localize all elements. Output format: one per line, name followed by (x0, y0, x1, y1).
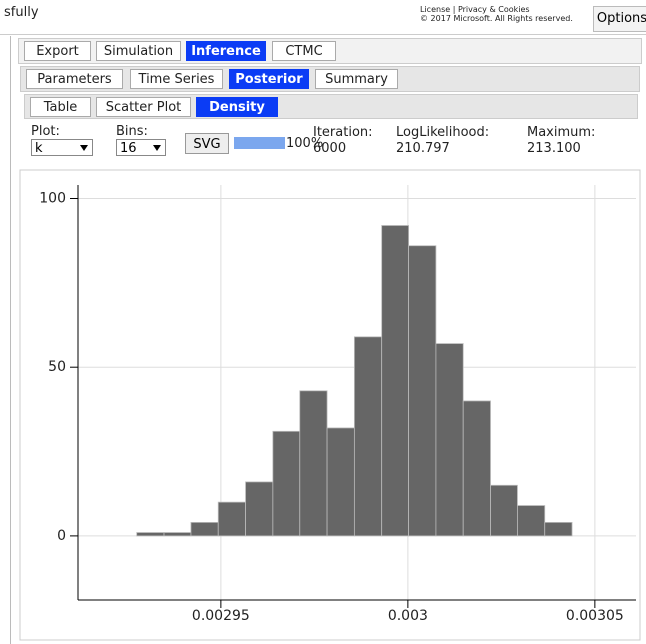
bar (490, 484, 518, 537)
x-tick-label: 0.00295 (192, 608, 250, 624)
y-tick-label: 100 (39, 190, 66, 206)
chart: 0 50 100 0.00295 0.003 0.00305 (19, 169, 641, 641)
tab[interactable]: Scatter Plot (96, 97, 191, 117)
dropdown-arrow (153, 145, 161, 151)
x-tick-label: 0.003 (388, 608, 428, 624)
tab[interactable]: Export (24, 41, 91, 61)
bar (299, 390, 328, 537)
bar (136, 532, 165, 537)
divider (0, 34, 646, 35)
bar (163, 532, 192, 537)
bar (381, 225, 410, 537)
max-value: 213.100 (527, 141, 581, 156)
plot-label: Plot: (31, 124, 60, 139)
y-tick-label: 0 (57, 528, 66, 544)
options-button[interactable]: Options (593, 6, 646, 32)
dropdown-arrow (80, 145, 88, 151)
x-tick-label: 0.00305 (566, 608, 624, 624)
tab-active[interactable]: Density (196, 97, 278, 117)
svg-button[interactable]: SVG (185, 133, 229, 154)
plot-select[interactable]: k (31, 139, 93, 156)
iteration-value: 6000 (313, 141, 347, 156)
tab[interactable]: Summary (315, 69, 398, 89)
select-value: k (35, 141, 43, 156)
bar (326, 427, 355, 537)
tab[interactable]: Table (30, 97, 91, 117)
bar (217, 501, 246, 537)
bins-select[interactable]: 16 (116, 139, 166, 156)
bins-label: Bins: (116, 124, 148, 139)
tab[interactable]: Parameters (26, 69, 123, 89)
status-text: sfully (4, 5, 39, 20)
loglik-label: LogLikelihood: (396, 125, 490, 140)
bar (245, 481, 274, 537)
bar (544, 521, 573, 537)
tab[interactable]: Simulation (96, 41, 181, 61)
select-value: 16 (120, 141, 137, 156)
bar (435, 343, 464, 537)
max-label: Maximum: (527, 125, 596, 140)
tab[interactable]: CTMC (272, 41, 336, 61)
y-tick-label: 50 (48, 359, 66, 375)
copyright: © 2017 Microsoft. All Rights reserved. (420, 14, 573, 23)
bar (190, 521, 219, 537)
iteration-label: Iteration: (313, 125, 373, 140)
tab-active[interactable]: Inference (186, 41, 266, 61)
chart-frame (19, 169, 641, 641)
progress-bar (234, 137, 285, 149)
loglik-value: 210.797 (396, 141, 450, 156)
tab[interactable]: Time Series (130, 69, 223, 89)
left-border (10, 36, 11, 644)
bar (408, 245, 437, 537)
bar (272, 430, 301, 537)
license-link[interactable]: License | Privacy & Cookies (420, 5, 530, 14)
bar (353, 336, 383, 537)
bar (462, 400, 491, 537)
bar (517, 505, 546, 537)
tab-active[interactable]: Posterior (229, 69, 309, 89)
progress-text: 100% (286, 136, 324, 151)
